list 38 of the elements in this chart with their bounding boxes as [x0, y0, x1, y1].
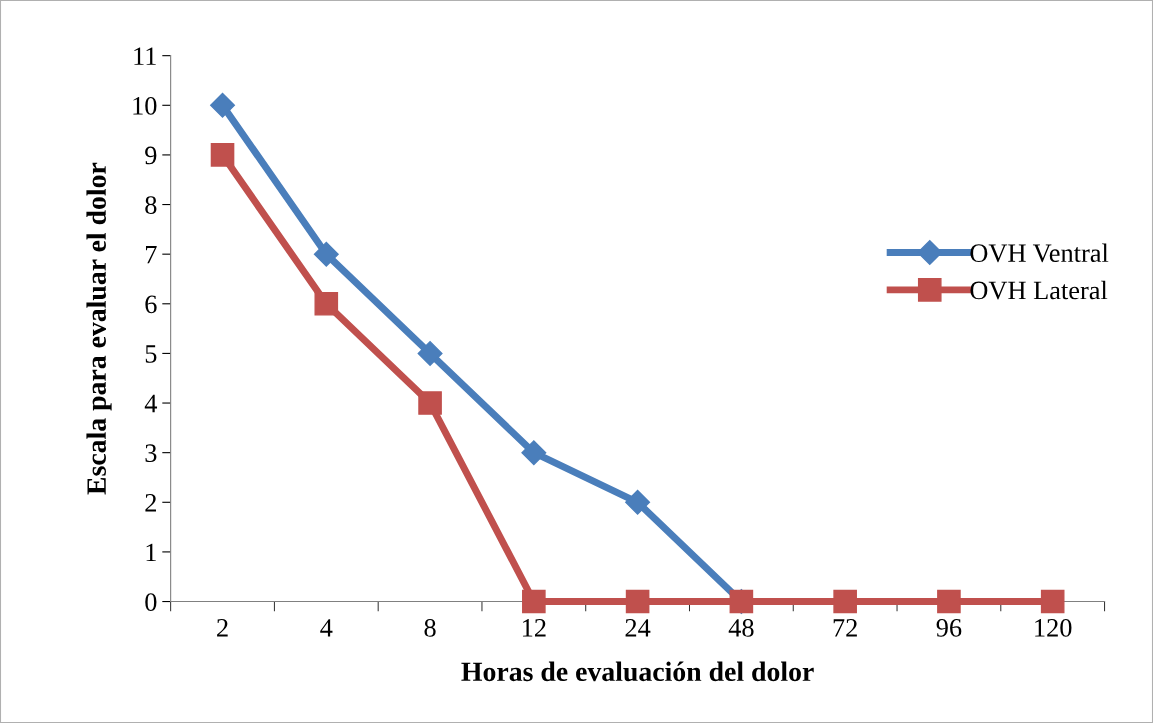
x-axis-title: Horas de evaluación del dolor: [461, 661, 814, 682]
x-tick-label: 120: [1035, 618, 1072, 637]
y-axis-title: Escala para evaluar el dolor: [86, 162, 112, 495]
point: [313, 241, 339, 267]
point: [417, 340, 443, 366]
point: [210, 92, 236, 118]
y-tick-label: 5: [145, 345, 157, 363]
point: [1040, 589, 1065, 614]
point: [937, 589, 961, 614]
point: [625, 489, 651, 515]
y-tick-label: 10: [133, 96, 157, 115]
x-tick-label: 48: [728, 618, 754, 637]
y-tick-label: 9: [145, 146, 157, 165]
point: [521, 440, 547, 466]
y-tick-label: 6: [145, 295, 157, 314]
point: [833, 589, 857, 614]
y-tick-label: 8: [145, 196, 157, 214]
y-tick-label: 7: [146, 246, 157, 264]
x-tick-label: 2: [217, 619, 228, 637]
x-tick-label: 72: [833, 619, 857, 637]
x-tick-label: 12: [522, 619, 546, 637]
y-tick-label: 2: [145, 493, 156, 512]
point: [314, 291, 339, 316]
y-tick-label: 11: [134, 47, 156, 65]
x-tick-label: 8: [424, 618, 436, 637]
x-tick-label: 24: [625, 619, 651, 637]
y-tick-label: 1: [146, 543, 156, 562]
y-tick-label: 3: [145, 444, 157, 463]
y-tick-label: 4: [144, 394, 158, 413]
point: [522, 589, 546, 614]
point: [625, 589, 650, 614]
y-tick-label: 0: [145, 593, 157, 611]
legend-label: OVH Ventral: [970, 243, 1109, 263]
point: [210, 143, 235, 167]
point: [418, 391, 442, 415]
x-tick-label: 96: [936, 619, 962, 637]
legend-label: OVH Lateral: [970, 280, 1108, 300]
x-tick-label: 4: [320, 619, 333, 637]
